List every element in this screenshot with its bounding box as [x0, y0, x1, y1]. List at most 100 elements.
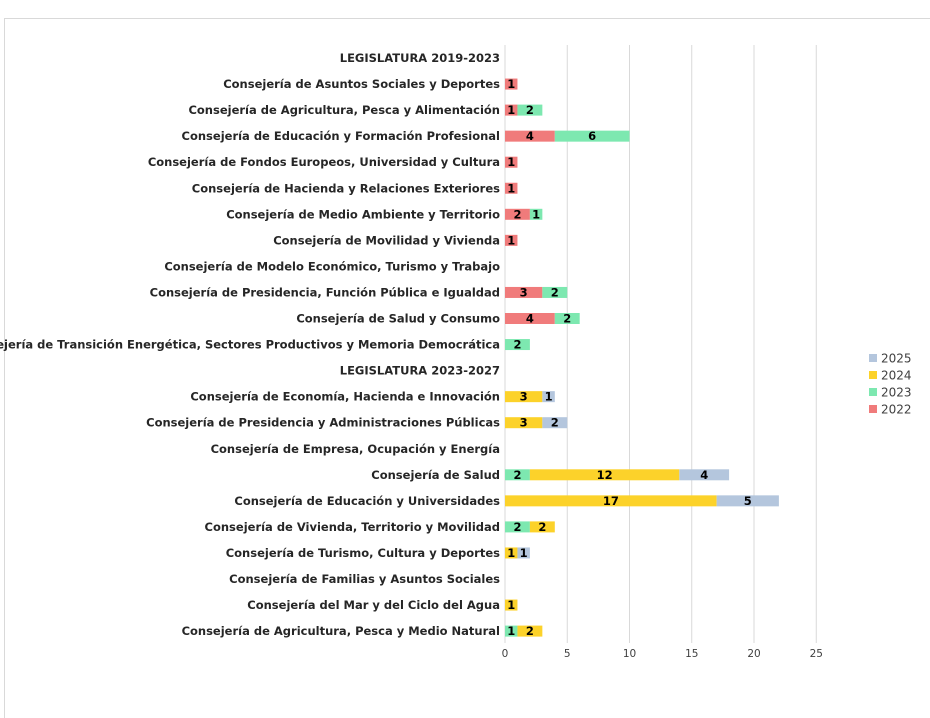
- category-label: Consejería de Medio Ambiente y Territori…: [226, 207, 500, 221]
- data-label: 2: [526, 624, 534, 638]
- data-label: 1: [507, 624, 515, 638]
- bar-segment-2025: [517, 547, 530, 559]
- data-label: 2: [513, 338, 521, 352]
- x-tick-label: 0: [502, 648, 509, 660]
- bar-segment-2023: [529, 208, 543, 220]
- bar-segment-2022: [505, 78, 518, 90]
- category-label: Consejería del Mar y del Ciclo del Agua: [247, 598, 500, 612]
- category-label: Consejería de Empresa, Ocupación y Energ…: [211, 442, 500, 456]
- data-label: 5: [744, 494, 752, 508]
- x-tick-label: 15: [685, 648, 698, 660]
- category-label: LEGISLATURA 2023-2027: [340, 364, 500, 378]
- bar-segment-2023: [554, 130, 630, 142]
- x-tick-label: 25: [810, 648, 823, 660]
- bar-segment-2022: [505, 182, 518, 194]
- bar-segment-2023: [542, 286, 568, 298]
- data-label: 1: [545, 390, 553, 404]
- category-label: Consejería de Asuntos Sociales y Deporte…: [223, 77, 500, 91]
- data-label: 12: [597, 468, 613, 482]
- legend: 2025 2024 2023 2022: [869, 352, 912, 417]
- data-label: 1: [507, 155, 515, 169]
- category-label: Consejería de Modelo Económico, Turismo …: [164, 259, 500, 273]
- data-label: 3: [520, 416, 528, 430]
- category-label: Consejería de Hacienda y Relaciones Exte…: [192, 181, 500, 195]
- bar-segment-2024: [529, 521, 555, 533]
- data-label: 3: [520, 285, 528, 299]
- category-label: Consejería de Turismo, Cultura y Deporte…: [226, 546, 500, 560]
- bar-segment-2023: [505, 339, 530, 351]
- data-label: 2: [526, 103, 534, 117]
- category-label: Consejería de Educación y Universidades: [234, 494, 500, 508]
- x-tick-label: 10: [623, 648, 636, 660]
- category-label: Consejería de Transición Energética, Sec…: [0, 338, 500, 352]
- bar-segment-2022: [505, 104, 518, 116]
- bar-segment-2023: [517, 104, 543, 116]
- bar-segment-2024: [505, 547, 518, 559]
- category-label: Consejería de Presidencia, Función Públi…: [150, 285, 500, 299]
- category-label: Consejería de Salud y Consumo: [296, 312, 500, 326]
- x-axis-ticks: 0 5 10 15 20 25: [502, 648, 823, 660]
- category-label: Consejería de Salud: [371, 468, 500, 482]
- bar-segment-2022: [505, 286, 543, 298]
- bar-segment-2022: [505, 130, 555, 142]
- category-label: Consejería de Agricultura, Pesca y Alime…: [188, 103, 500, 117]
- x-tick-label: 5: [564, 648, 571, 660]
- data-label: 1: [507, 233, 515, 247]
- legend-swatch-2022: [869, 405, 877, 413]
- data-label: 2: [513, 520, 521, 534]
- data-label: 4: [526, 129, 534, 143]
- category-label: Consejería de Familias y Asuntos Sociale…: [229, 572, 500, 586]
- category-label: Consejería de Fondos Europeos, Universid…: [148, 155, 500, 169]
- data-label: 1: [507, 181, 515, 195]
- bar-segment-2022: [505, 313, 555, 324]
- legend-swatch-2023: [869, 388, 877, 396]
- data-label: 2: [538, 520, 546, 534]
- category-labels: LEGISLATURA 2019-2023 Consejería de Asunt…: [0, 51, 500, 638]
- category-label: LEGISLATURA 2019-2023: [340, 51, 500, 65]
- category-label: Consejería de Presidencia y Administraci…: [146, 416, 500, 430]
- legend-label: 2024: [881, 369, 912, 383]
- bar-segment-2025: [542, 417, 568, 429]
- data-label: 3: [520, 390, 528, 404]
- data-label: 2: [551, 285, 559, 299]
- data-label: 1: [507, 77, 515, 91]
- bar-segment-2022: [505, 156, 518, 168]
- data-label: 6: [588, 129, 596, 143]
- data-label: 17: [603, 494, 619, 508]
- data-label: 2: [513, 468, 521, 482]
- bar-segment-2023: [554, 313, 580, 324]
- bar-segment-2025: [679, 469, 730, 481]
- legend-swatch-2024: [869, 371, 877, 379]
- data-label: 2: [551, 416, 559, 430]
- category-label: Consejería de Agricultura, Pesca y Medio…: [182, 624, 500, 638]
- bar-segment-2024: [505, 417, 543, 429]
- category-label: Consejería de Vivienda, Territorio y Mov…: [205, 520, 500, 534]
- data-label: 1: [507, 598, 515, 612]
- legend-label: 2025: [881, 352, 912, 366]
- bar-segment-2023: [505, 521, 530, 533]
- bar-segment-2025: [716, 495, 779, 507]
- bar-segment-2024: [505, 391, 543, 403]
- data-label: 1: [532, 207, 540, 221]
- bar-segment-2023: [505, 469, 530, 481]
- data-label: 1: [507, 103, 515, 117]
- category-label: Consejería de Economía, Hacienda e Innov…: [190, 390, 500, 404]
- chart-frame: [4, 18, 930, 718]
- bar-segment-2024: [529, 469, 680, 481]
- data-label: 4: [526, 312, 534, 326]
- x-tick-label: 20: [747, 648, 760, 660]
- bar-segment-2024: [505, 599, 518, 611]
- bar-segment-2023: [505, 625, 518, 637]
- data-label: 4: [700, 468, 708, 482]
- legend-label: 2022: [881, 403, 912, 417]
- data-label: 1: [507, 546, 515, 560]
- bar-segment-2025: [542, 391, 555, 403]
- category-label: Consejería de Educación y Formación Prof…: [182, 129, 500, 143]
- bar-segment-2024: [517, 625, 543, 637]
- data-label: 2: [513, 207, 521, 221]
- bar-segment-2022: [505, 234, 518, 246]
- bar-segment-2022: [505, 208, 530, 220]
- category-label: Consejería de Movilidad y Vivienda: [273, 233, 500, 247]
